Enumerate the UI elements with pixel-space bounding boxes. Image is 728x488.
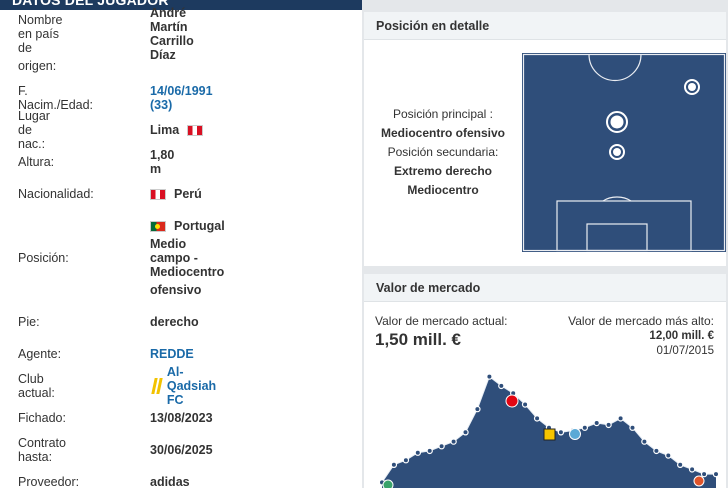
main-position-marker	[606, 111, 628, 133]
position-secondary-value-2: Mediocentro	[407, 183, 479, 197]
secondary-position-dot	[688, 83, 696, 91]
highest-value: 12,00 mill. €	[649, 330, 714, 342]
label-contract: Contrato hasta:	[18, 436, 66, 464]
market-value-point[interactable]	[641, 438, 648, 445]
current-value: 1,50 mill. €	[375, 330, 461, 349]
market-value-point[interactable]	[438, 442, 445, 450]
peru-flag-icon	[150, 188, 166, 200]
market-value-point[interactable]	[629, 424, 636, 431]
label-joined: Fichado:	[18, 411, 66, 425]
market-value-point[interactable]	[533, 415, 541, 422]
market-value-point[interactable]	[557, 429, 565, 436]
main-position-dot	[610, 115, 624, 129]
market-value-point[interactable]	[498, 382, 505, 390]
club-badge-icon[interactable]	[569, 428, 581, 440]
club-badges	[382, 394, 705, 488]
position-main-value: Mediocentro ofensivo	[380, 126, 505, 140]
market-value-point[interactable]	[474, 405, 481, 413]
player-data-title: DATOS DEL JUGADOR	[12, 0, 169, 8]
label-birthplace: Lugar de nac.:	[18, 109, 50, 151]
position-detail-title: Posición en detalle	[364, 12, 726, 40]
value-foot: derecho	[150, 315, 199, 329]
value-name: André Martín Carrillo Díaz	[150, 6, 194, 62]
club-crest-icon	[150, 377, 159, 395]
position-detail-panel: Posición en detalle Posición principal :…	[364, 12, 726, 266]
market-value-point[interactable]	[665, 452, 672, 459]
player-data-panel: DATOS DEL JUGADOR Nombre en país de Andr…	[0, 0, 362, 488]
label-supplier: Proveedor:	[18, 475, 80, 488]
market-value-point[interactable]	[521, 401, 529, 408]
club-badge-icon[interactable]	[382, 479, 394, 488]
label-foot: Pie:	[18, 315, 40, 329]
label-agent: Agente:	[18, 347, 62, 361]
market-value-title: Valor de mercado	[364, 274, 726, 302]
peru-flag-icon	[187, 124, 204, 136]
center-circle-half	[588, 54, 642, 82]
position-markers	[606, 79, 700, 160]
position-secondary-label: Posición secundaria:	[387, 145, 499, 159]
value-position: Medio campo - Mediocentro	[150, 237, 225, 279]
football-pitch	[522, 53, 726, 252]
secondary-position-dot	[613, 148, 621, 156]
market-value-point[interactable]	[390, 461, 398, 469]
value-joined: 13/08/2023	[150, 411, 213, 425]
market-value-point[interactable]	[700, 470, 708, 478]
position-secondary-value-1: Extremo derecho	[393, 164, 493, 178]
market-value-point[interactable]	[414, 449, 422, 456]
agent-link[interactable]: REDDE	[150, 347, 194, 361]
market-value-point[interactable]	[426, 447, 433, 455]
club-badge-icon[interactable]	[693, 475, 705, 487]
label-birth: F. Nacim./Edad:	[18, 84, 94, 112]
market-value-point[interactable]	[581, 424, 588, 431]
value-birthplace: Lima	[150, 123, 204, 137]
label-height: Altura:	[18, 155, 55, 169]
portugal-flag-icon	[150, 220, 166, 232]
market-value-point[interactable]	[677, 461, 684, 469]
label-position: Posición:	[18, 251, 69, 265]
value-height: 1,80 m	[150, 148, 175, 176]
label-club: Club actual:	[18, 372, 55, 400]
label-nationality: Nacionalidad:	[18, 187, 94, 201]
market-value-point[interactable]	[402, 456, 410, 464]
penalty-arc	[602, 196, 632, 202]
secondary-position-marker	[609, 144, 625, 160]
market-value-point[interactable]	[617, 415, 624, 422]
club-badge-icon[interactable]	[543, 428, 556, 441]
secondary-position-marker	[684, 79, 700, 95]
market-value-point[interactable]	[462, 429, 469, 436]
market-value-point[interactable]	[450, 438, 457, 445]
market-value-chart	[378, 373, 720, 488]
club-badge-icon[interactable]	[505, 394, 519, 408]
value-position-cont: ofensivo	[150, 283, 202, 297]
value-contract: 30/06/2025	[150, 443, 213, 457]
market-value-panel: Valor de mercado Valor de mercado actual…	[364, 274, 726, 488]
goal-area	[586, 223, 648, 252]
market-value-point[interactable]	[486, 373, 493, 380]
birth-date-link[interactable]: 14/06/1991 (33)	[150, 84, 213, 112]
player-data-header: DATOS DEL JUGADOR	[0, 0, 362, 10]
current-club-link[interactable]: Al-Qadsiah FC	[150, 365, 221, 407]
highest-value-label: Valor de mercado más alto:	[568, 314, 714, 328]
value-nationality-2: Portugal	[150, 219, 225, 233]
market-value-point[interactable]	[605, 421, 612, 429]
market-value-point[interactable]	[653, 447, 660, 455]
highest-value-date: 01/07/2015	[656, 345, 714, 357]
label-name-cont: origen:	[18, 59, 57, 73]
current-value-label: Valor de mercado actual:	[375, 314, 508, 328]
market-value-point[interactable]	[688, 466, 696, 473]
market-value-point[interactable]	[593, 419, 600, 427]
position-main-label: Posición principal :	[392, 107, 494, 121]
value-nationality-1: Perú	[150, 187, 202, 201]
market-value-point[interactable]	[712, 470, 720, 478]
label-name: Nombre en país de	[18, 13, 63, 55]
value-supplier: adidas	[150, 475, 190, 488]
